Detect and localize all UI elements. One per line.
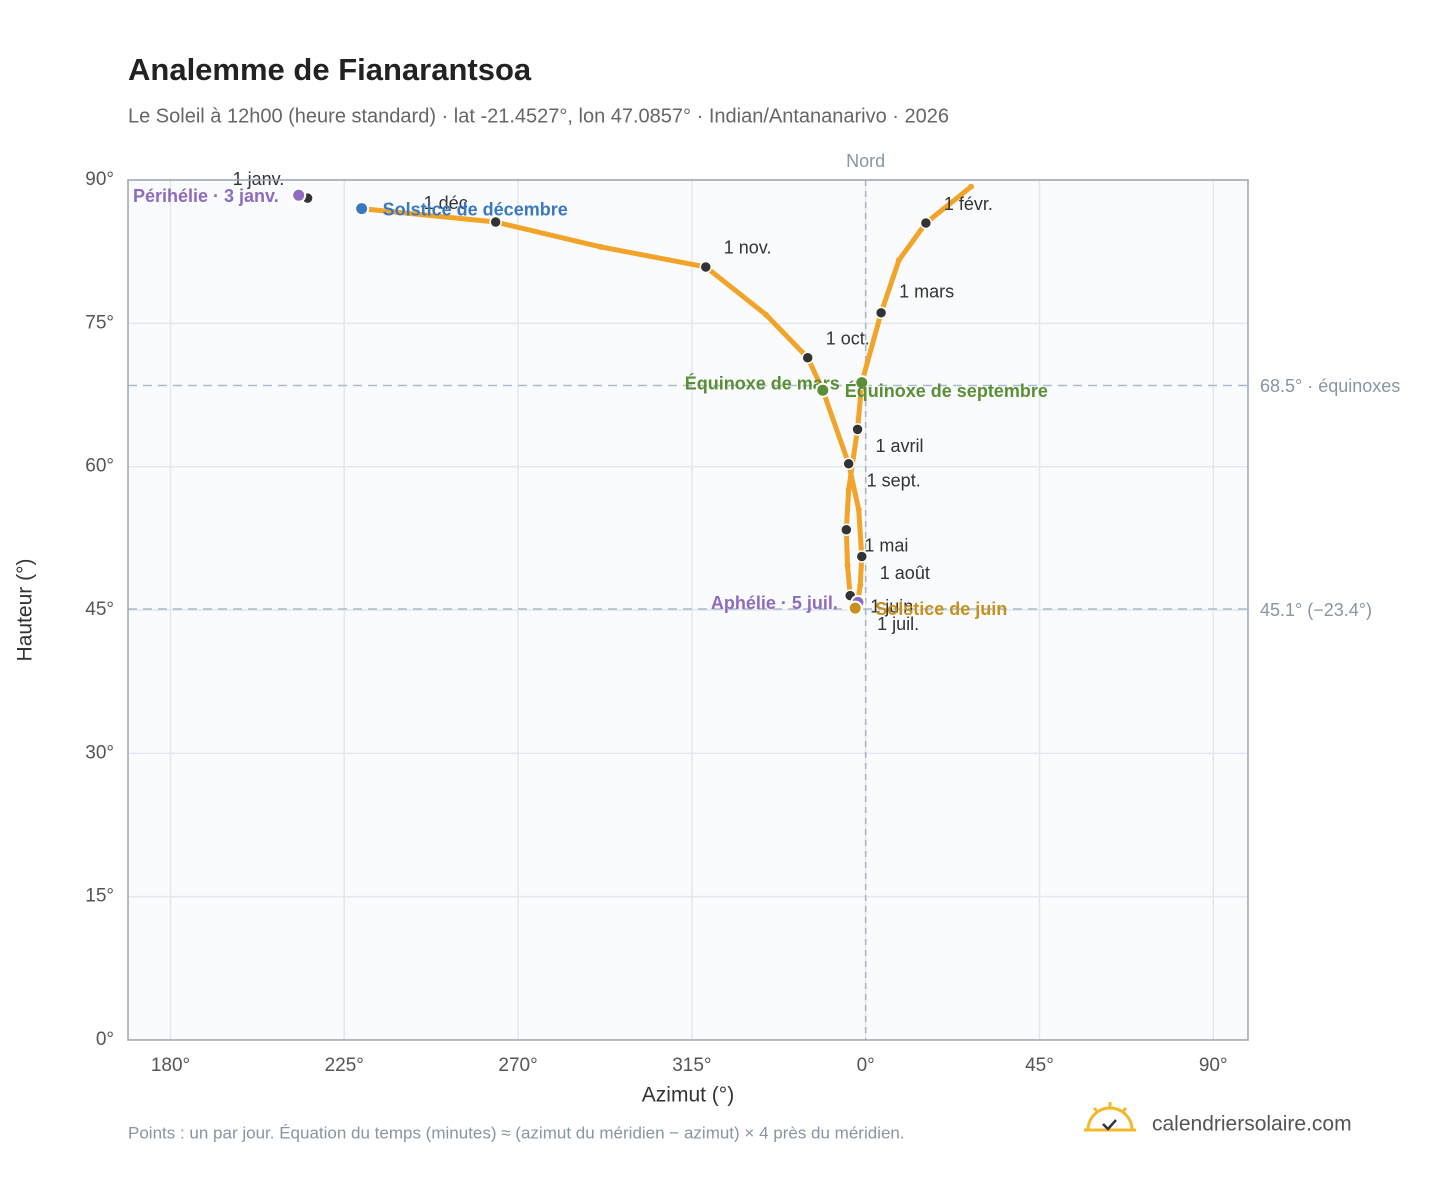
event-dot [815, 382, 831, 398]
month-label: 1 avril [876, 436, 924, 456]
x-tick-label: 90° [1199, 1055, 1228, 1076]
brand-logo [1084, 1102, 1136, 1132]
x-tick-label: 315° [672, 1055, 711, 1076]
day-dot [763, 311, 770, 318]
month-dot [489, 215, 502, 229]
month-label: 1 mai [864, 535, 908, 555]
month-dot [919, 216, 933, 230]
day-dot [968, 183, 975, 190]
day-dot [845, 486, 852, 493]
month-label: 1 déc. [424, 193, 473, 213]
brand: calendriersolaire.com [1152, 1113, 1352, 1136]
month-label: 1 nov. [724, 238, 772, 258]
event-dot [854, 375, 870, 391]
reference-label: 68.5° · équinoxes [1260, 376, 1400, 396]
event-label: Équinoxe de septembre [845, 380, 1048, 401]
month-label: 1 mars [899, 282, 954, 302]
event-dot [354, 201, 370, 217]
month-label: 1 janv. [233, 169, 285, 189]
x-tick-label: 180° [151, 1055, 190, 1076]
footnote: Points : un par jour. Équation du temps … [128, 1123, 905, 1142]
month-dot [801, 351, 814, 364]
month-label: 1 févr. [944, 194, 993, 214]
day-dot [895, 257, 902, 264]
plot-border [127, 179, 1249, 1041]
day-dot [597, 243, 604, 250]
month-label: 1 oct. [826, 328, 870, 348]
y-axis-label: Hauteur (°) [14, 559, 37, 662]
month-label: 1 sept. [867, 471, 921, 491]
month-dot [874, 306, 888, 320]
month-dot [840, 523, 853, 536]
reference-label: 45.1° (−23.4°) [1260, 600, 1372, 620]
month-dot [842, 457, 855, 471]
y-tick-label: 90° [85, 169, 114, 190]
y-tick-label: 75° [85, 312, 114, 333]
month-label: 1 août [880, 563, 930, 583]
event-dot [291, 187, 307, 203]
event-label: Équinoxe de mars [685, 372, 840, 393]
chart-subtitle: Le Soleil à 12h00 (heure standard) · lat… [128, 105, 949, 127]
event-label: Solstice de juin [875, 599, 1007, 619]
chart-title: Analemme de Fianarantsoa [128, 52, 532, 87]
x-axis-label: Azimut (°) [642, 1084, 734, 1107]
x-tick-label: 45° [1025, 1055, 1054, 1076]
y-tick-label: 0° [96, 1029, 114, 1050]
day-dot [855, 506, 862, 513]
north-label: Nord [846, 151, 885, 171]
x-tick-label: 0° [857, 1055, 875, 1076]
day-dot [857, 582, 864, 589]
y-tick-label: 15° [85, 886, 114, 907]
event-label: Périhélie · 3 janv. [133, 186, 279, 206]
event-label: Solstice de décembre [383, 199, 568, 219]
month-label: 1 juin [870, 596, 913, 616]
month-dot [855, 550, 869, 563]
y-tick-label: 60° [85, 456, 114, 477]
y-tick-label: 30° [85, 742, 114, 763]
month-dot [699, 260, 713, 274]
event-label: Aphélie · 5 juil. [711, 593, 838, 613]
day-dot [844, 562, 851, 569]
month-label: 1 juil. [877, 614, 919, 634]
x-tick-label: 270° [498, 1055, 537, 1076]
month-dot [851, 423, 864, 436]
y-tick-label: 45° [85, 599, 114, 620]
x-tick-label: 225° [325, 1055, 364, 1076]
event-dot [847, 600, 863, 616]
